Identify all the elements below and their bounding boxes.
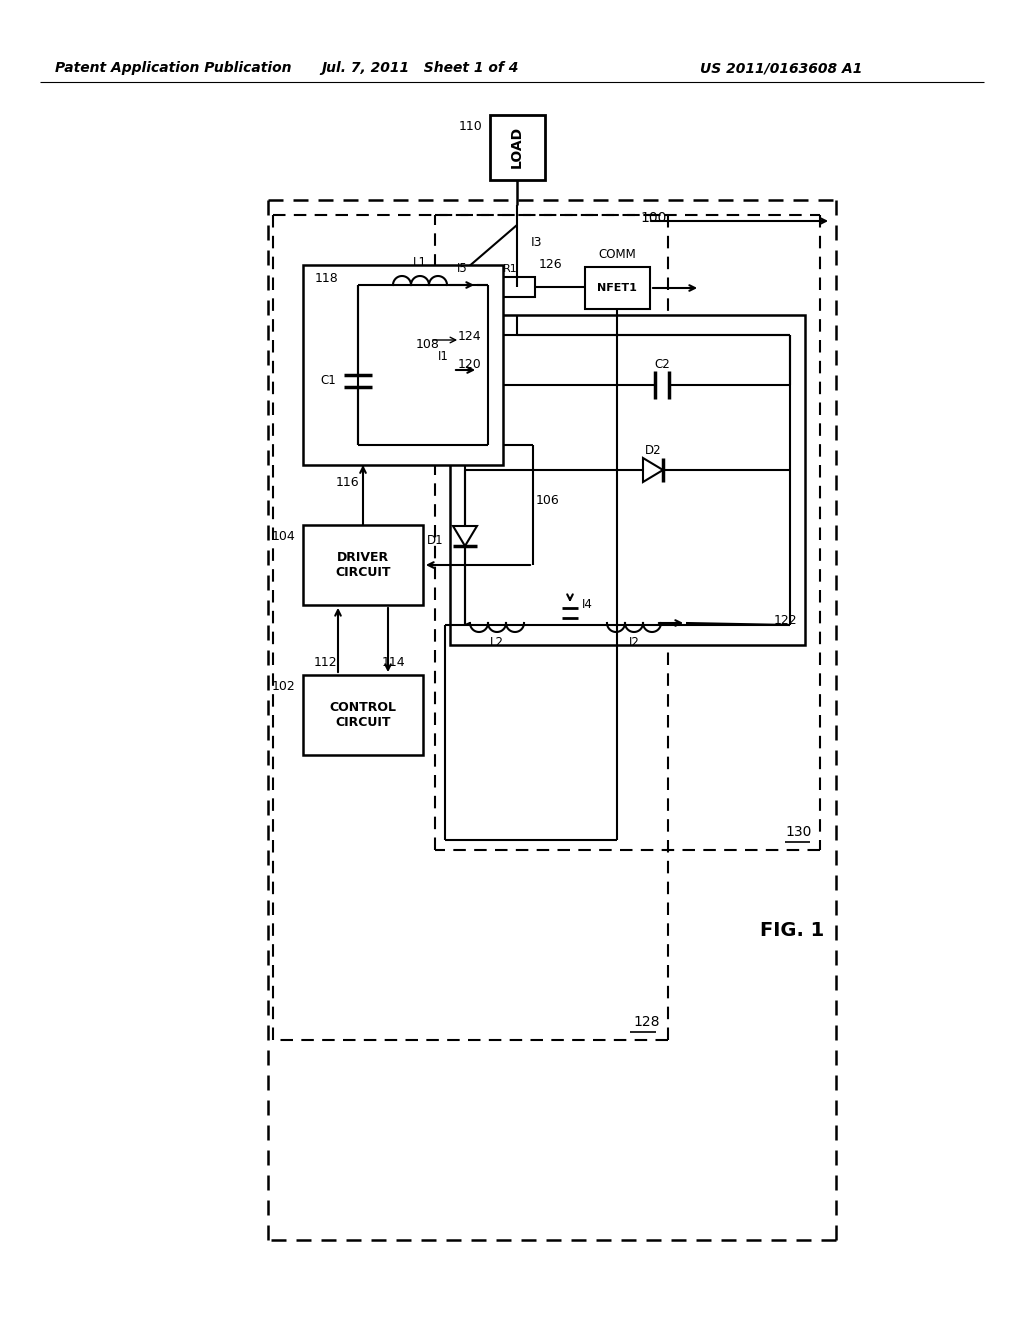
Text: 112: 112 [313, 656, 337, 669]
Text: CONTROL
CIRCUIT: CONTROL CIRCUIT [330, 701, 396, 729]
Text: L2: L2 [490, 636, 504, 649]
Text: FIG. 1: FIG. 1 [760, 920, 824, 940]
Bar [303, 675, 423, 755]
Text: 116: 116 [335, 477, 358, 490]
Text: 110: 110 [459, 120, 482, 133]
Text: DRIVER
CIRCUIT: DRIVER CIRCUIT [335, 550, 391, 579]
Text: 118: 118 [315, 272, 339, 285]
Bar [303, 525, 423, 605]
Polygon shape [643, 458, 663, 482]
Text: 100: 100 [640, 211, 667, 224]
Text: 102: 102 [271, 681, 295, 693]
Text: NFET1: NFET1 [597, 282, 637, 293]
Text: I4: I4 [582, 598, 593, 611]
Text: I3: I3 [531, 236, 543, 249]
Text: I5: I5 [457, 263, 467, 276]
Polygon shape [453, 525, 477, 546]
Text: 122: 122 [773, 614, 797, 627]
Text: US 2011/0163608 A1: US 2011/0163608 A1 [700, 61, 862, 75]
Text: C2: C2 [654, 359, 670, 371]
Text: 120: 120 [458, 359, 481, 371]
Text: 114: 114 [381, 656, 404, 669]
Text: LOAD: LOAD [510, 125, 524, 168]
Text: 108: 108 [416, 338, 440, 351]
Text: 126: 126 [539, 259, 562, 272]
Bar [303, 265, 503, 465]
Text: I2: I2 [629, 636, 639, 649]
Text: R1: R1 [503, 264, 517, 275]
Text: Jul. 7, 2011   Sheet 1 of 4: Jul. 7, 2011 Sheet 1 of 4 [322, 61, 519, 75]
Text: 104: 104 [271, 531, 295, 544]
Text: COMM: COMM [598, 248, 636, 261]
Text: D2: D2 [645, 444, 662, 457]
Text: 130: 130 [785, 825, 812, 840]
Text: I1: I1 [437, 350, 449, 363]
Bar [450, 315, 805, 645]
Bar [485, 277, 535, 297]
Text: 124: 124 [458, 330, 481, 343]
Text: Patent Application Publication: Patent Application Publication [55, 61, 292, 75]
Text: 128: 128 [634, 1015, 660, 1030]
Text: D1: D1 [426, 533, 443, 546]
Bar [585, 267, 650, 309]
Bar [490, 115, 545, 180]
Text: 106: 106 [537, 494, 560, 507]
Text: L1: L1 [413, 256, 427, 269]
Text: C1: C1 [321, 375, 336, 388]
